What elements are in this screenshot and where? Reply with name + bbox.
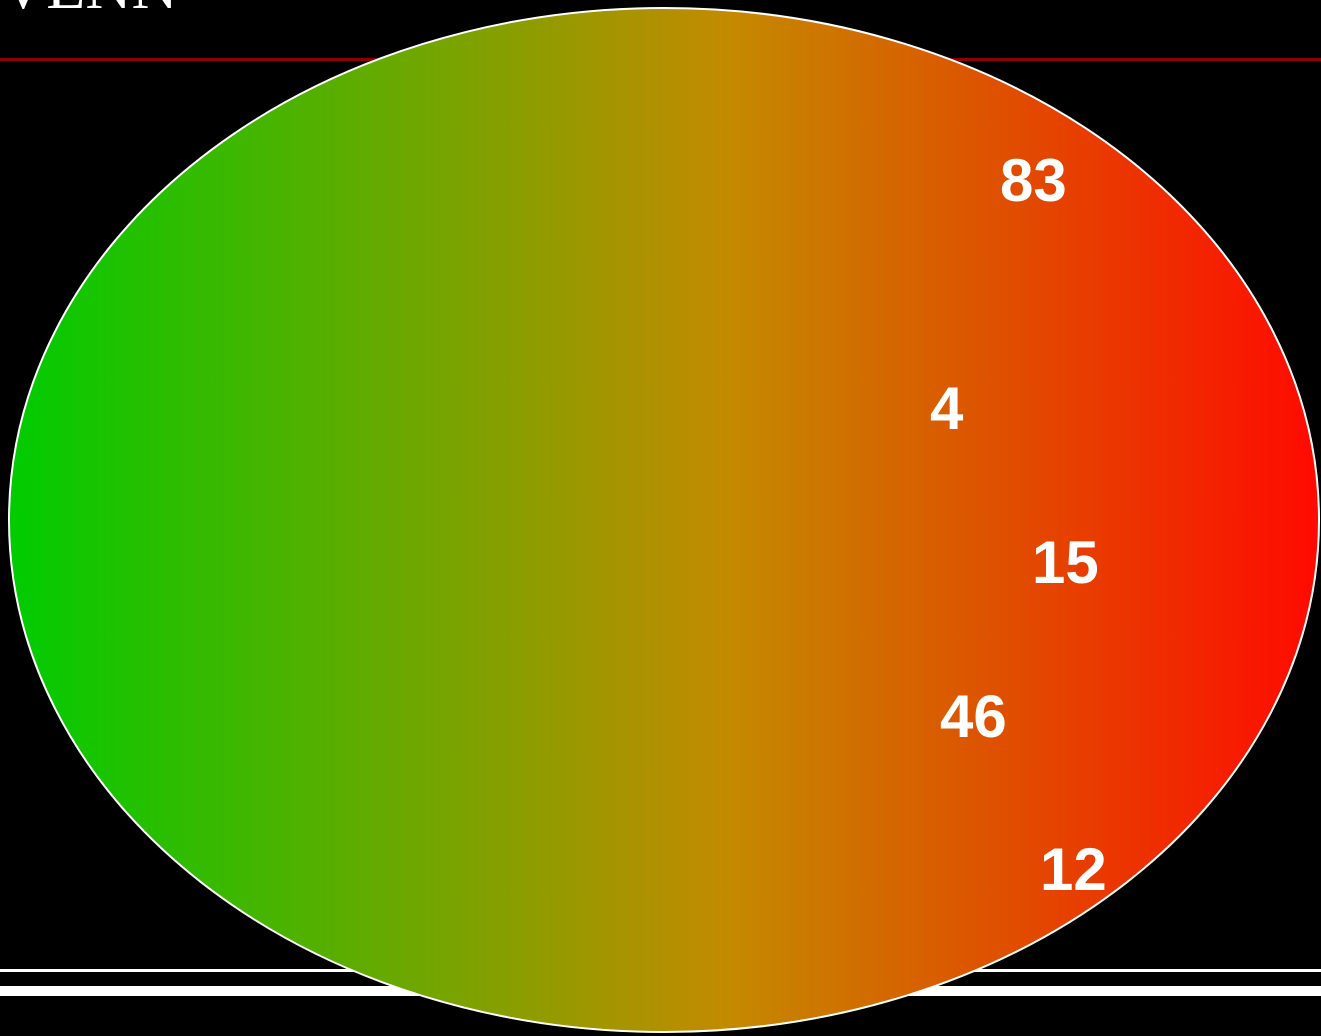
value-label: 12 bbox=[1040, 836, 1107, 903]
cropped-title-text: VENN bbox=[0, 0, 178, 22]
value-label: 15 bbox=[1032, 529, 1099, 596]
value-label: 4 bbox=[930, 375, 964, 442]
venn-ellipse bbox=[8, 7, 1320, 1033]
value-label: 46 bbox=[940, 683, 1007, 750]
value-label: 83 bbox=[1000, 147, 1067, 214]
